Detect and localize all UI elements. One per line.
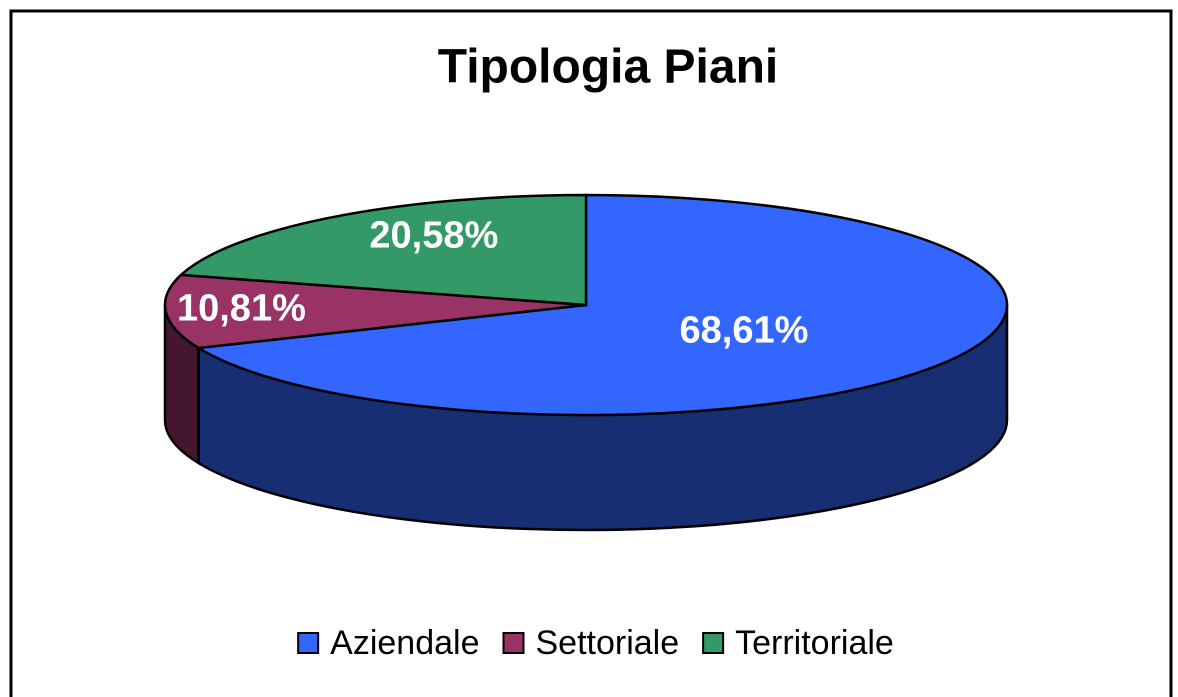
slice — [194, 193, 1009, 417]
legend-swatch — [502, 632, 525, 654]
slice — [163, 273, 587, 350]
legend-swatch — [297, 632, 320, 654]
legend-label: Aziendale — [330, 624, 479, 662]
legend-label: Settoriale — [535, 624, 679, 662]
data-label: 10,81% — [177, 288, 306, 330]
legend-label: Territoriale — [735, 624, 894, 662]
legend-swatch — [702, 632, 725, 654]
slice — [178, 193, 588, 307]
chart-title: Tipologia Piani — [438, 41, 778, 94]
data-label: 20,58% — [369, 214, 498, 256]
data-label: 68,61% — [680, 309, 809, 351]
